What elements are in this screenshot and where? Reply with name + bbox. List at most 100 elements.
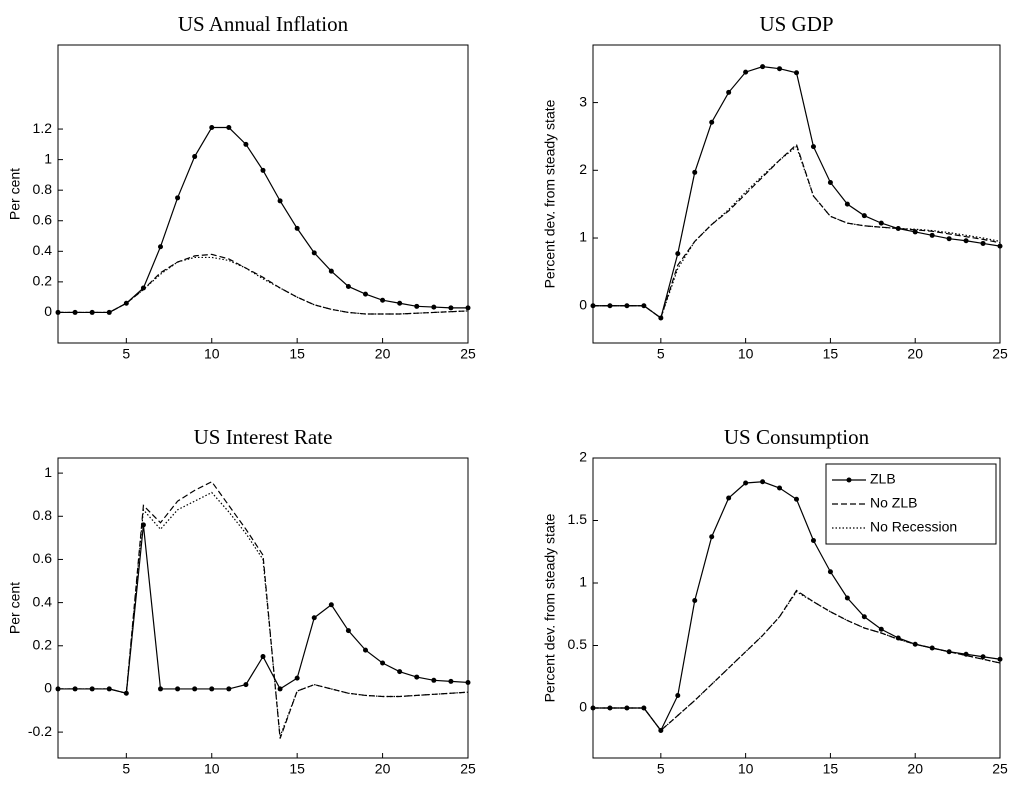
y-tick-label: 3 xyxy=(579,93,587,109)
data-point xyxy=(294,675,300,681)
legend-label: No ZLB xyxy=(870,495,917,511)
data-point xyxy=(844,595,850,601)
plot-frame xyxy=(592,457,1001,759)
data-point xyxy=(777,485,783,491)
y-tick-label: 1.2 xyxy=(33,120,53,136)
data-point xyxy=(997,656,1003,662)
data-point xyxy=(397,300,403,306)
data-point xyxy=(311,615,317,621)
data-point xyxy=(140,285,146,291)
series-line xyxy=(593,589,1001,732)
series-line xyxy=(593,143,1001,319)
y-tick-label: 0 xyxy=(579,296,587,312)
x-tick-label: 10 xyxy=(738,346,754,362)
data-point xyxy=(760,64,766,70)
y-tick-label: 2 xyxy=(579,161,587,177)
data-point xyxy=(709,534,715,540)
data-point xyxy=(294,225,300,231)
y-tick-label: 1 xyxy=(579,574,587,590)
x-tick-label: 25 xyxy=(460,761,476,777)
y-tick-label: 0.4 xyxy=(33,242,53,258)
data-point xyxy=(726,89,732,95)
series-line xyxy=(58,126,468,314)
data-point xyxy=(861,614,867,620)
y-tick-label: 0 xyxy=(579,699,587,715)
data-point xyxy=(895,226,901,232)
data-point xyxy=(861,213,867,219)
series-line xyxy=(593,590,1001,732)
x-tick-label: 20 xyxy=(375,761,391,777)
data-point xyxy=(760,479,766,485)
data-point xyxy=(414,674,420,680)
data-point xyxy=(89,686,95,692)
y-tick-label: 2 xyxy=(579,449,587,465)
data-point xyxy=(363,647,368,653)
y-tick-label: 0 xyxy=(44,303,52,319)
data-point xyxy=(929,232,935,238)
y-tick-label: 0.2 xyxy=(33,273,53,289)
data-point xyxy=(878,220,884,226)
x-tick-label: 5 xyxy=(122,761,130,777)
series-line xyxy=(58,480,469,739)
series-line xyxy=(593,145,1001,319)
y-axis-label: Percent dev. from steady state xyxy=(542,99,558,288)
data-point xyxy=(106,686,112,692)
x-tick-label: 5 xyxy=(122,346,130,362)
chart-title: US Consumption xyxy=(724,425,870,449)
data-point xyxy=(431,677,437,683)
data-point xyxy=(89,309,95,315)
data-point xyxy=(980,654,986,660)
x-tick-label: 15 xyxy=(289,346,305,362)
data-point xyxy=(345,628,351,634)
x-tick-label: 10 xyxy=(204,346,220,362)
data-point xyxy=(345,283,351,289)
x-tick-label: 5 xyxy=(657,761,665,777)
data-point xyxy=(158,686,163,692)
legend-marker xyxy=(846,477,852,483)
data-point xyxy=(743,69,749,75)
data-point xyxy=(878,626,884,632)
data-point xyxy=(827,569,833,575)
data-point xyxy=(192,154,198,160)
data-point xyxy=(380,660,386,666)
y-tick-label: 0 xyxy=(44,680,52,696)
data-point xyxy=(675,251,681,257)
x-tick-label: 25 xyxy=(992,346,1008,362)
data-point xyxy=(692,598,698,603)
x-tick-label: 20 xyxy=(375,346,391,362)
data-point xyxy=(743,480,749,486)
data-point xyxy=(726,495,732,501)
y-tick-label: 1 xyxy=(44,150,52,166)
data-point xyxy=(277,686,283,692)
data-point xyxy=(607,705,613,711)
x-tick-label: 15 xyxy=(823,346,839,362)
data-point xyxy=(810,144,816,150)
data-point xyxy=(448,678,454,684)
data-point xyxy=(277,198,283,204)
data-point xyxy=(380,297,386,303)
data-point xyxy=(158,244,163,250)
series-line xyxy=(58,491,469,737)
data-point xyxy=(209,125,215,131)
x-tick-label: 10 xyxy=(204,761,220,777)
series-line xyxy=(593,66,1001,319)
data-point xyxy=(692,169,698,175)
y-axis-label: Per cent xyxy=(7,582,23,634)
data-point xyxy=(946,236,952,242)
data-point xyxy=(675,693,681,698)
data-point xyxy=(963,238,969,244)
data-point xyxy=(175,686,181,692)
data-point xyxy=(465,679,471,685)
data-point xyxy=(209,686,215,692)
x-tick-label: 15 xyxy=(823,761,839,777)
data-point xyxy=(709,119,715,125)
data-point xyxy=(997,243,1003,249)
legend-label: ZLB xyxy=(870,471,896,487)
x-tick-label: 25 xyxy=(992,761,1008,777)
data-point xyxy=(328,268,334,274)
x-tick-label: 20 xyxy=(907,761,923,777)
data-point xyxy=(448,305,454,311)
y-axis-label: Per cent xyxy=(7,168,23,220)
y-axis-label: Percent dev. from steady state xyxy=(542,513,558,702)
